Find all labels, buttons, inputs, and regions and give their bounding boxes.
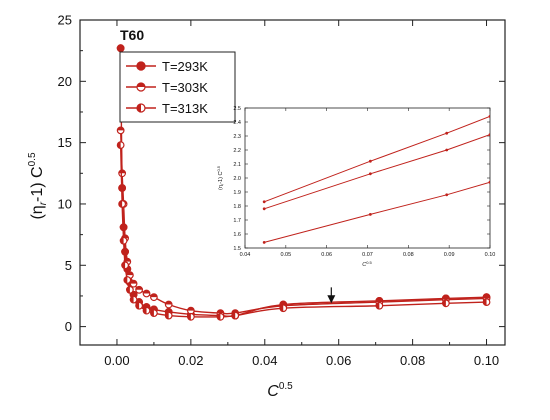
data-point xyxy=(116,126,125,135)
data-point xyxy=(375,301,384,310)
data-point xyxy=(441,299,450,308)
data-point xyxy=(231,311,240,320)
y-tick-label: 20 xyxy=(58,74,72,89)
data-point xyxy=(150,293,158,302)
inset-data-point xyxy=(488,115,490,118)
inset-x-tick-label: 0.09 xyxy=(444,252,455,258)
inset-data-point xyxy=(445,131,449,135)
x-tick-label: 0.04 xyxy=(252,353,277,368)
data-point xyxy=(121,261,129,270)
inset-y-tick-label: 2.3 xyxy=(233,134,241,140)
arrow-head xyxy=(327,295,336,304)
inset-data-point xyxy=(368,172,372,176)
data-point xyxy=(186,312,195,321)
data-point xyxy=(116,44,125,53)
main-axis-ticks: 0.00 0.02 0.04 0.06 0.08 0.10 0 5 10 15 20 25 xyxy=(58,13,505,368)
x-tick-label: 0.00 xyxy=(104,353,129,368)
inset-series-line-T=293K xyxy=(264,115,490,203)
data-point xyxy=(164,300,173,309)
data-point xyxy=(150,309,158,318)
inset-x-tick-label: 0.10 xyxy=(485,252,496,258)
legend-label: T=313K xyxy=(162,101,208,116)
inset-y-tick-label: 2.4 xyxy=(233,120,241,126)
data-point xyxy=(125,285,134,294)
data-point xyxy=(164,311,173,320)
y-tick-label: 15 xyxy=(58,135,72,150)
data-point xyxy=(121,247,129,256)
inset-y-tick-label: 1.7 xyxy=(233,218,241,224)
inset-series-line-T=313K xyxy=(264,181,490,243)
inset-data-point xyxy=(368,159,372,163)
data-point xyxy=(279,304,288,313)
main-series-group xyxy=(116,44,491,321)
inset-x-tick-label: 0.05 xyxy=(280,252,291,258)
data-point xyxy=(119,236,128,245)
inset-y-tick-label: 1.8 xyxy=(233,204,241,210)
inset-y-tick-label: 1.5 xyxy=(233,246,241,252)
x-tick-label: 0.06 xyxy=(326,353,351,368)
data-point xyxy=(482,298,491,306)
data-point xyxy=(216,312,225,321)
y-tick-label: 5 xyxy=(65,258,72,273)
legend-marker xyxy=(136,61,146,71)
y-axis-label: (ηr-1) C0.5 xyxy=(27,152,49,219)
inset-series-group xyxy=(262,115,490,244)
inset-y-tick-label: 1.9 xyxy=(233,190,241,196)
inset-x-axis-label: C0.5 xyxy=(362,260,372,268)
data-point xyxy=(118,169,127,178)
inset-data-point xyxy=(262,207,266,211)
inset-data-point xyxy=(262,241,266,244)
legend-item: T=293K xyxy=(126,59,208,74)
inset-data-point xyxy=(488,133,490,136)
y-tick-label: 25 xyxy=(58,13,72,28)
y-tick-label: 0 xyxy=(65,319,72,334)
legend-marker xyxy=(136,103,146,113)
legend-item: T=313K xyxy=(126,101,208,116)
inset-y-tick-label: 2.0 xyxy=(233,176,241,182)
data-point xyxy=(118,200,127,208)
inset-y-tick-label: 2.5 xyxy=(233,106,241,112)
inset-data-point xyxy=(368,213,372,216)
annotation-arrow xyxy=(327,287,336,304)
data-point xyxy=(116,141,125,149)
x-tick-label: 0.10 xyxy=(474,353,499,368)
legend-label: T=293K xyxy=(162,59,208,74)
data-point xyxy=(129,295,138,304)
inset-plot-frame xyxy=(244,107,491,249)
x-tick-label: 0.08 xyxy=(400,353,425,368)
inset-data-point xyxy=(262,200,266,204)
data-point xyxy=(135,301,144,310)
legend: T=293K T=303K T=313K xyxy=(119,51,236,123)
inset-axis-ticks: 0.04 0.05 0.06 0.07 0.08 0.09 0.10 1.5 1.6 1.7 1.8… xyxy=(233,106,495,258)
legend-item: T=303K xyxy=(126,80,208,95)
inset-x-tick-label: 0.07 xyxy=(362,252,373,258)
y-tick-label: 10 xyxy=(58,196,72,211)
chart-title: T60 xyxy=(120,27,144,43)
data-point xyxy=(129,279,138,288)
data-point xyxy=(123,276,132,284)
inset-y-tick-label: 2.1 xyxy=(233,162,241,168)
inset-data-point xyxy=(445,193,449,197)
inset-x-tick-label: 0.06 xyxy=(321,252,332,258)
legend-label: T=303K xyxy=(162,80,208,95)
x-tick-label: 0.02 xyxy=(178,353,203,368)
data-point xyxy=(142,289,151,298)
inset-y-tick-label: 1.6 xyxy=(233,232,241,238)
legend-marker xyxy=(136,82,146,92)
data-point xyxy=(142,306,151,315)
inset-data-point xyxy=(488,180,490,184)
data-point xyxy=(135,285,144,294)
inset-x-tick-label: 0.08 xyxy=(403,252,414,258)
inset-x-tick-label: 0.04 xyxy=(240,252,251,258)
inset-y-tick-label: 2.2 xyxy=(233,148,241,154)
inset-series-line-T=303K xyxy=(264,134,490,210)
inset-y-axis-label: (ηr-1) C0.5 xyxy=(216,165,225,190)
x-axis-label: C0.5 xyxy=(267,381,293,400)
inset-data-point xyxy=(445,148,449,152)
